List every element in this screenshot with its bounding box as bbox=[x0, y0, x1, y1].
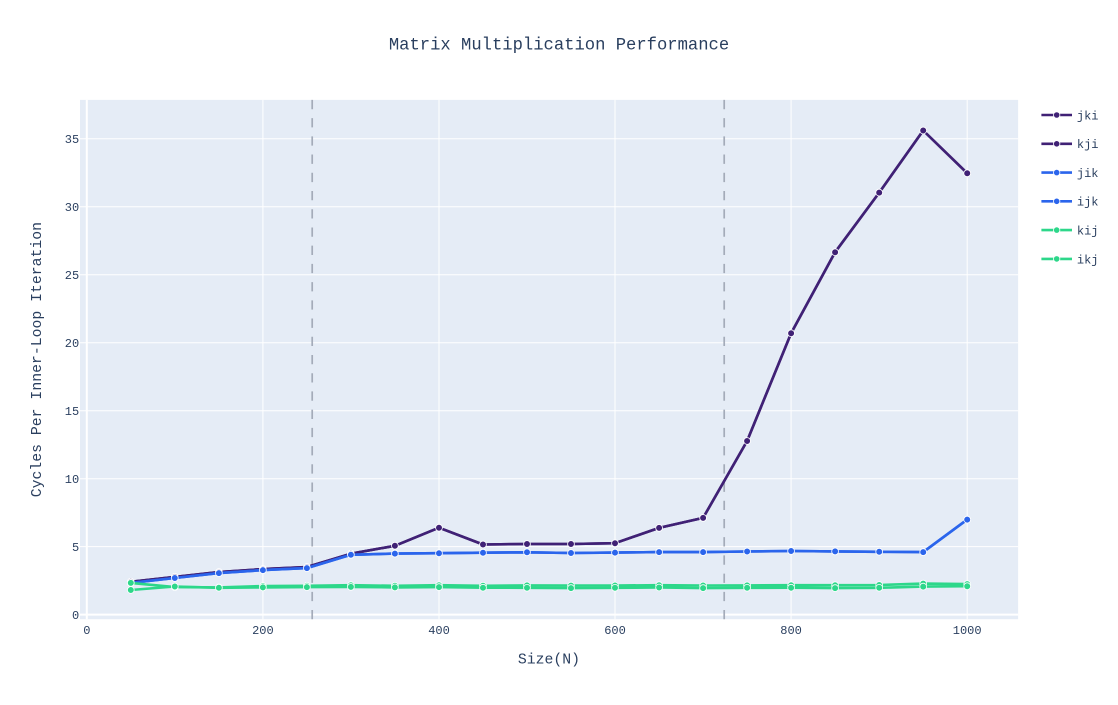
svg-text:Size(N): Size(N) bbox=[518, 652, 580, 668]
svg-text:ijk: ijk bbox=[1077, 196, 1099, 210]
svg-text:5: 5 bbox=[72, 541, 79, 555]
svg-text:600: 600 bbox=[604, 624, 626, 638]
svg-text:400: 400 bbox=[428, 624, 450, 638]
svg-text:kij: kij bbox=[1077, 225, 1099, 239]
svg-text:kji: kji bbox=[1077, 138, 1099, 152]
svg-text:jki: jki bbox=[1077, 109, 1099, 123]
svg-text:15: 15 bbox=[65, 405, 79, 419]
svg-text:10: 10 bbox=[65, 473, 79, 487]
svg-text:200: 200 bbox=[252, 624, 274, 638]
svg-text:30: 30 bbox=[65, 201, 79, 215]
svg-text:25: 25 bbox=[65, 269, 79, 283]
svg-text:jik: jik bbox=[1077, 167, 1099, 181]
svg-text:0: 0 bbox=[83, 624, 90, 638]
svg-text:35: 35 bbox=[65, 133, 79, 147]
svg-text:ikj: ikj bbox=[1077, 253, 1099, 267]
svg-text:800: 800 bbox=[780, 624, 802, 638]
svg-text:Matrix Multiplication Performa: Matrix Multiplication Performance bbox=[389, 37, 729, 56]
svg-text:0: 0 bbox=[72, 609, 79, 623]
svg-text:1000: 1000 bbox=[953, 624, 982, 638]
svg-text:20: 20 bbox=[65, 337, 79, 351]
svg-text:Cycles Per Inner-Loop Iteratio: Cycles Per Inner-Loop Iteration bbox=[30, 222, 46, 497]
